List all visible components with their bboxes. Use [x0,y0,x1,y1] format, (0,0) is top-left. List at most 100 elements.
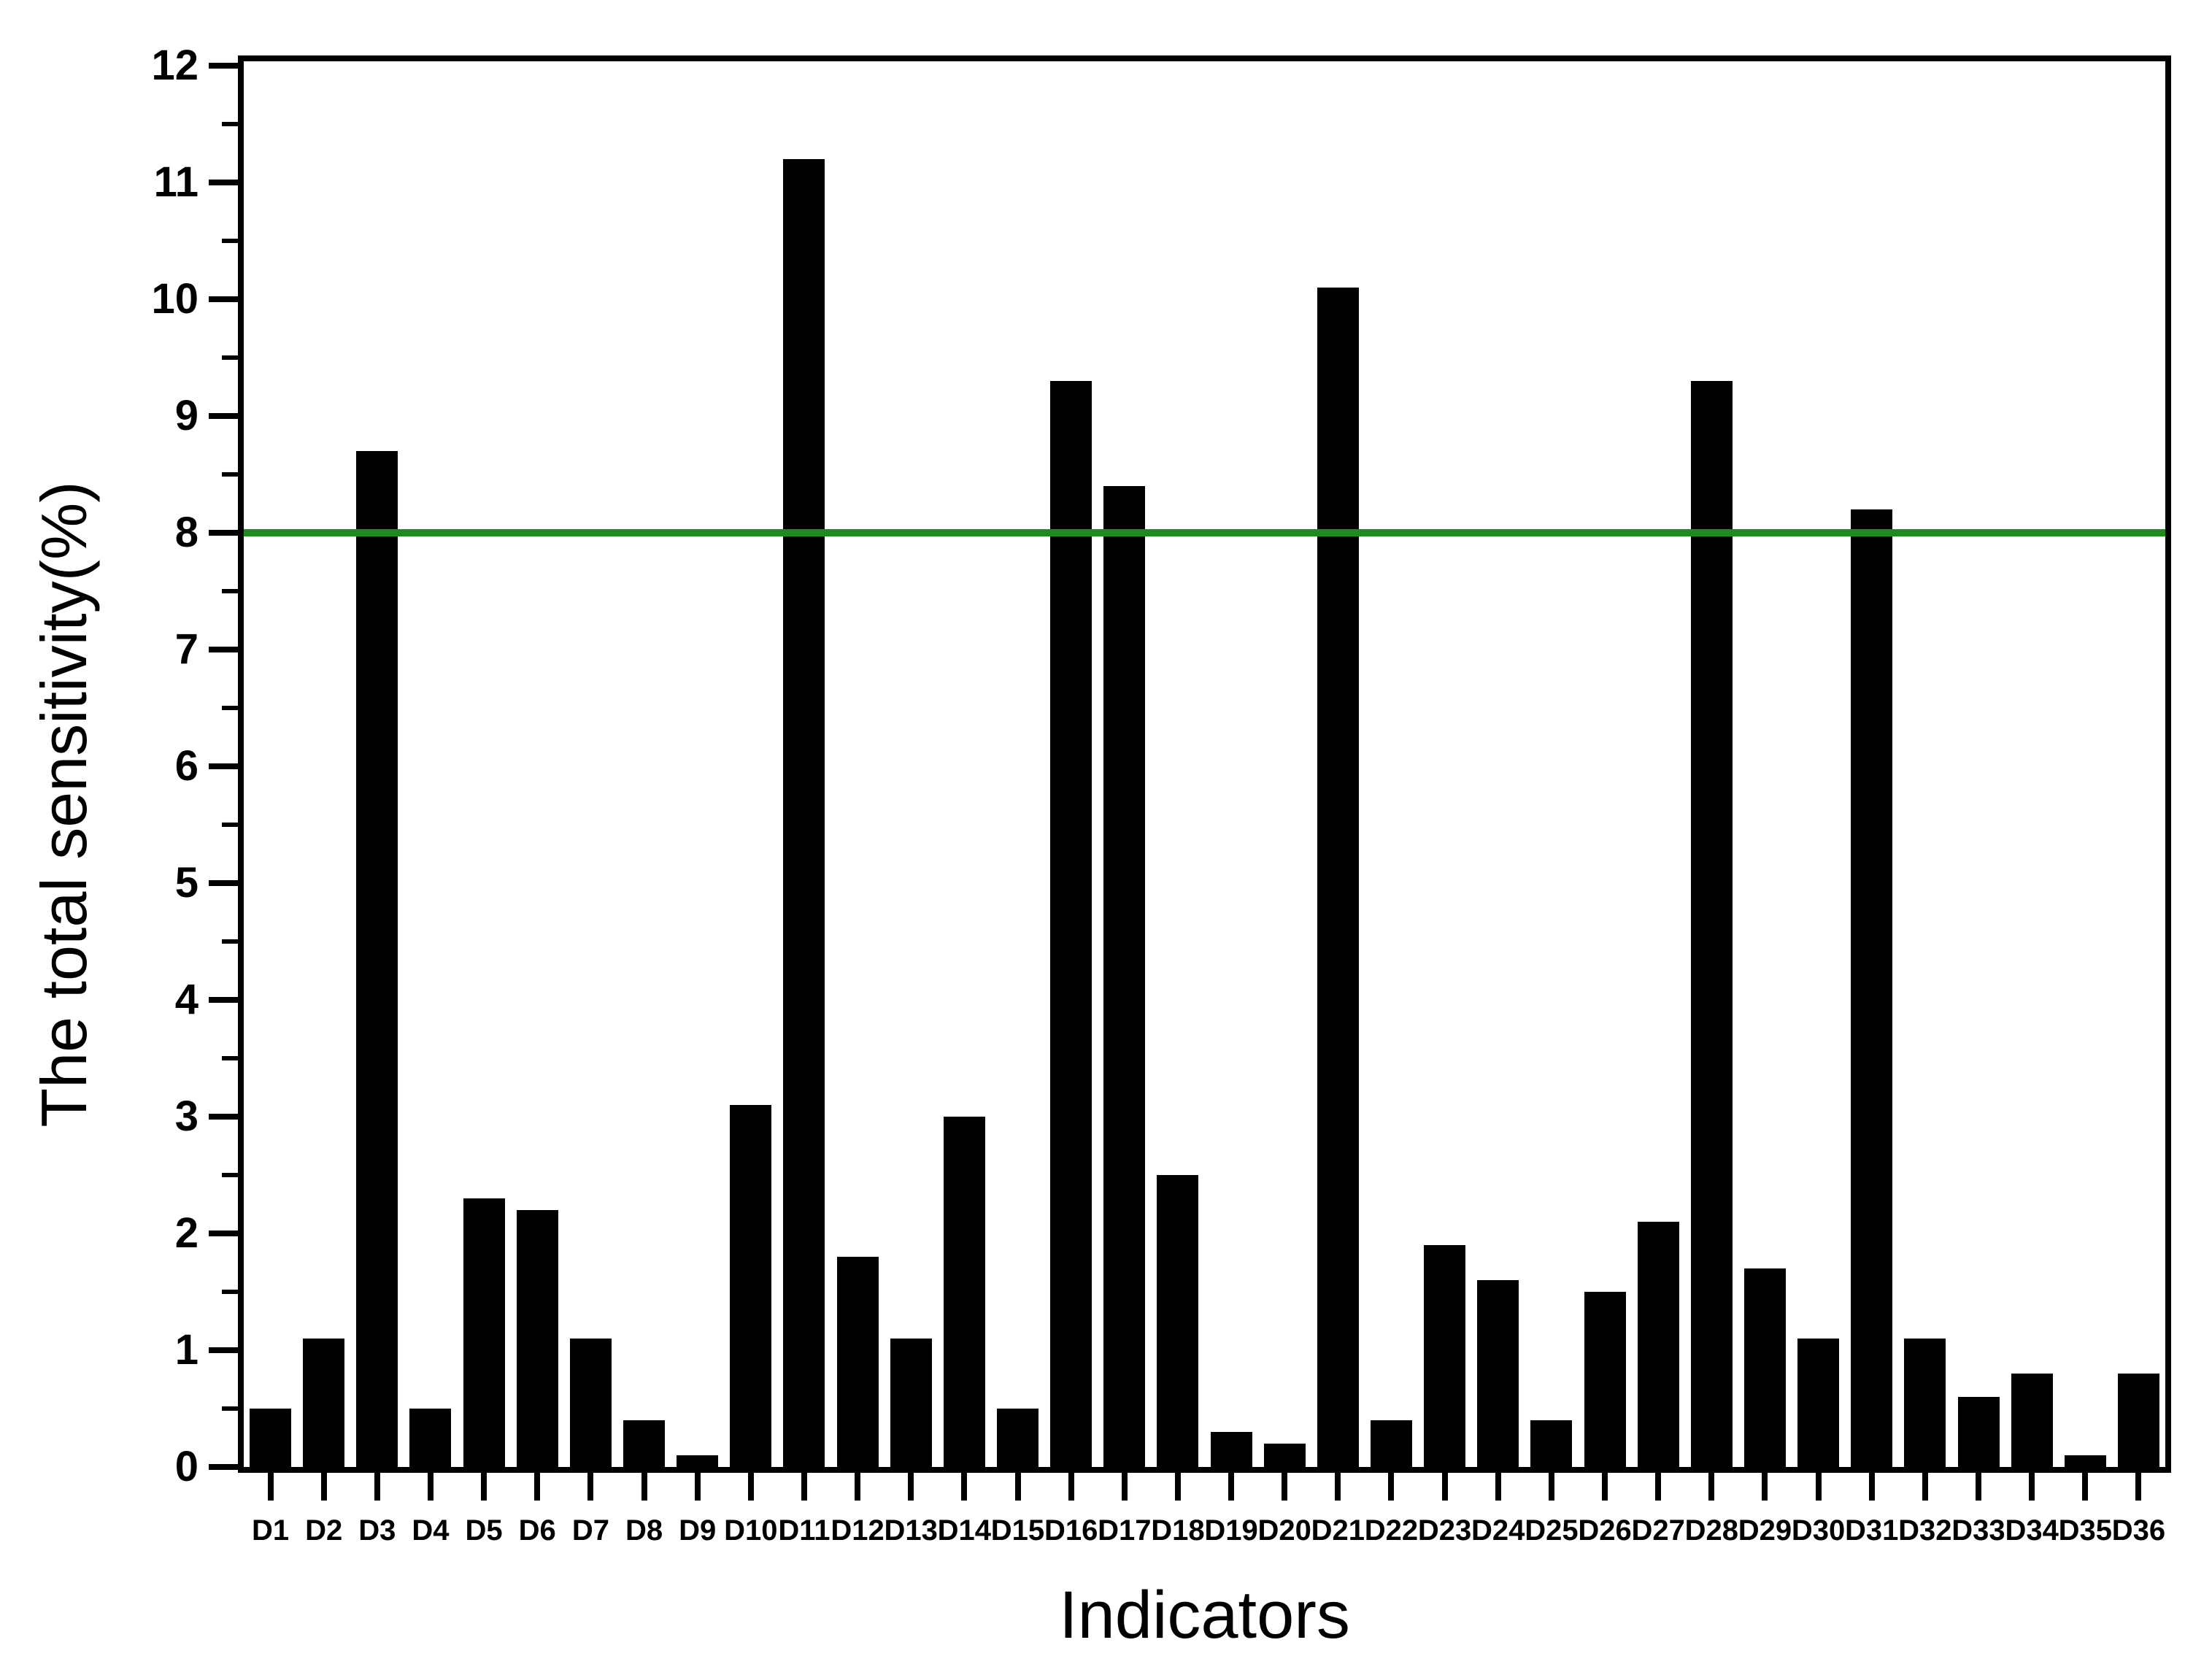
x-tick-label: D24 [1471,1514,1525,1547]
x-tick-label: D2 [305,1514,343,1547]
x-tick [801,1473,807,1501]
bar-D16 [1050,381,1092,1467]
x-tick [1655,1473,1662,1501]
x-tick [1441,1473,1448,1501]
bar-D29 [1743,1268,1786,1467]
x-tick-label: D4 [412,1514,450,1547]
y-minor-tick [222,355,238,360]
y-minor-tick [222,239,238,243]
y-major-tick [209,530,238,536]
x-tick-label: D18 [1151,1514,1205,1547]
bar-D30 [1797,1339,1840,1467]
x-tick [587,1473,594,1501]
x-tick-label: D32 [1898,1514,1952,1547]
x-tick-label: D23 [1417,1514,1472,1547]
y-tick-label: 0 [174,1443,199,1490]
bar-D2 [303,1339,345,1467]
y-minor-tick [222,1406,238,1411]
y-minor-tick [222,1173,238,1177]
x-tick-label: D22 [1364,1514,1419,1547]
x-tick [427,1473,433,1501]
x-tick [534,1473,541,1501]
y-major-tick [209,296,238,302]
bar-D13 [890,1339,932,1467]
x-tick [1868,1473,1875,1501]
x-tick [1815,1473,1822,1501]
x-tick [481,1473,488,1501]
x-tick-label: D3 [358,1514,396,1547]
bar-D31 [1851,509,1893,1467]
x-tick [2029,1473,2035,1501]
y-tick-label: 12 [151,42,199,89]
y-tick-label: 7 [174,625,199,673]
y-minor-tick [222,823,238,827]
bar-D4 [409,1409,452,1467]
x-tick [1121,1473,1128,1501]
y-axis-title: The total sensitivity(%) [28,481,100,1128]
y-major-tick [209,413,238,419]
x-tick-label: D8 [625,1514,663,1547]
bar-D5 [463,1198,505,1467]
bar-D15 [997,1409,1038,1467]
y-major-tick [209,1464,238,1470]
x-tick [1068,1473,1074,1501]
bar-D1 [250,1409,292,1467]
x-tick [961,1473,968,1501]
x-tick-label: D35 [2058,1514,2112,1547]
x-tick-label: D30 [1791,1514,1846,1547]
x-tick-label: D9 [679,1514,717,1547]
x-tick [1548,1473,1554,1501]
y-minor-tick [222,472,238,477]
x-tick-label: D36 [2111,1514,2166,1547]
x-tick-label: D29 [1738,1514,1792,1547]
y-tick-label: 9 [174,392,199,439]
threshold-line [244,529,2165,536]
bar-D34 [2011,1374,2053,1467]
x-tick [2082,1473,2089,1501]
bar-D8 [623,1420,666,1467]
x-tick [1602,1473,1608,1501]
bar-D36 [2117,1374,2159,1467]
x-tick [1388,1473,1395,1501]
x-tick [1495,1473,1501,1501]
bar-D23 [1424,1245,1466,1467]
y-tick-label: 5 [174,859,199,906]
y-tick-label: 2 [174,1209,199,1257]
bar-D3 [356,451,398,1467]
bar-D22 [1370,1420,1412,1467]
plot-area [238,55,2171,1473]
x-tick [1014,1473,1021,1501]
x-tick-label: D15 [990,1514,1045,1547]
y-minor-tick [222,122,238,126]
bar-D19 [1210,1432,1252,1467]
y-major-tick [209,997,238,1003]
bar-D27 [1637,1222,1679,1467]
y-major-tick [209,1114,238,1120]
y-minor-tick [222,706,238,710]
y-major-tick [209,180,238,185]
x-tick-label: D19 [1204,1514,1258,1547]
x-tick [1922,1473,1928,1501]
bar-D9 [677,1455,719,1467]
bar-D26 [1584,1292,1626,1467]
y-tick-label: 6 [174,742,199,790]
y-tick-label: 1 [174,1326,199,1374]
x-tick [374,1473,380,1501]
x-tick [1335,1473,1341,1501]
x-tick-label: D10 [724,1514,778,1547]
y-minor-tick [222,1290,238,1294]
bar-D7 [569,1339,612,1467]
bar-D24 [1477,1280,1519,1467]
x-tick-label: D27 [1631,1514,1685,1547]
x-tick-label: D5 [465,1514,503,1547]
bar-D20 [1263,1444,1306,1467]
x-tick [1762,1473,1768,1501]
x-tick-label: D17 [1098,1514,1152,1547]
y-major-tick [209,63,238,69]
x-tick [641,1473,647,1501]
bar-D25 [1530,1420,1573,1467]
y-major-tick [209,880,238,886]
x-tick-label: D28 [1684,1514,1738,1547]
y-tick-label: 3 [174,1093,199,1140]
